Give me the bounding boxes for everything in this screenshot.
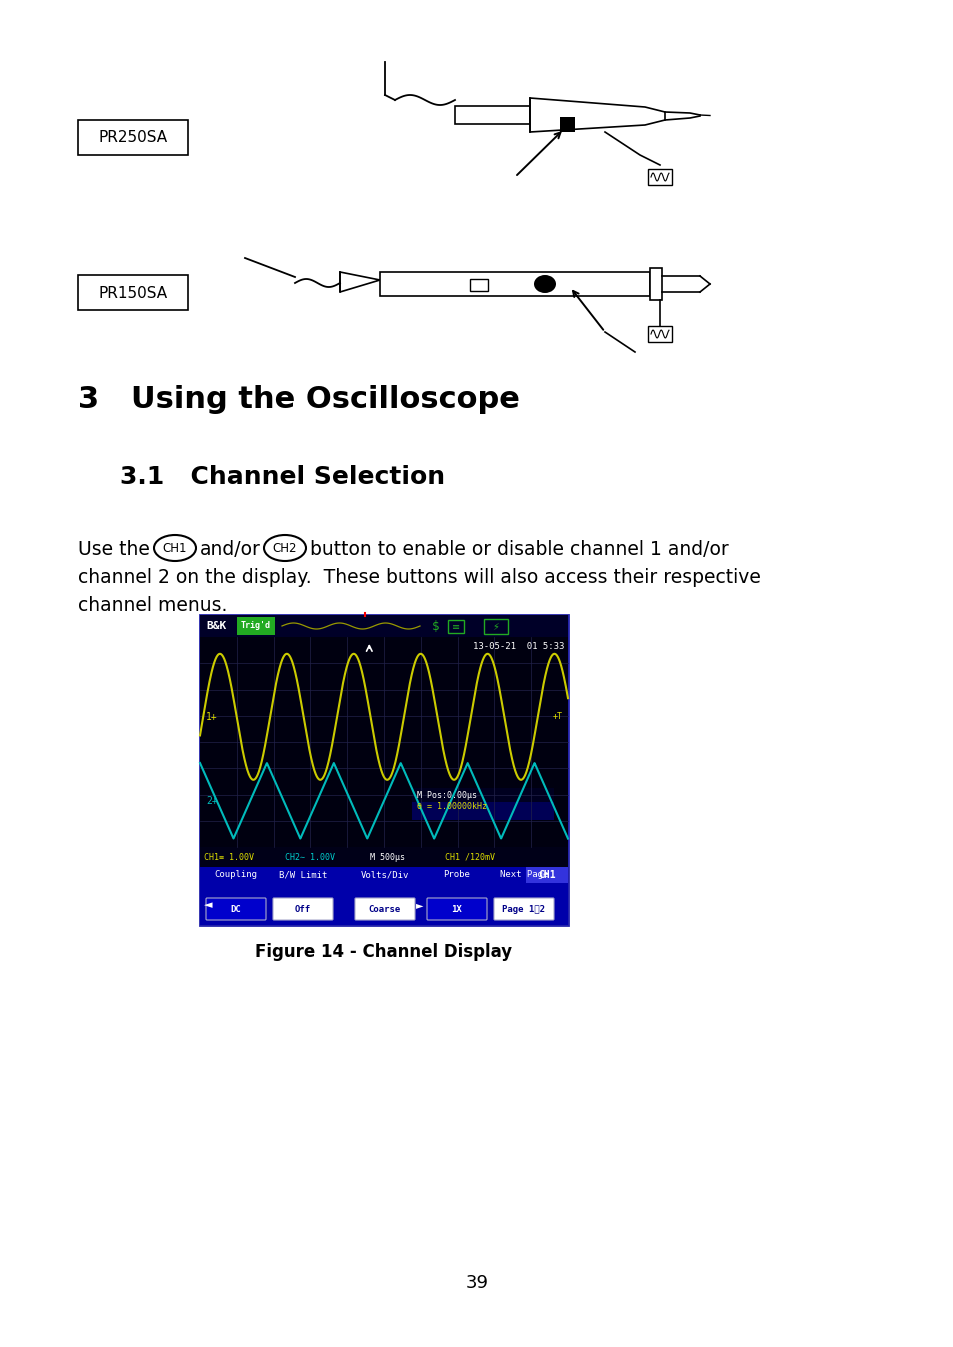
Text: M 500μs: M 500μs (370, 853, 405, 862)
Text: 13-05-21  01 5:33: 13-05-21 01 5:33 (472, 643, 563, 651)
Text: CH1≡ 1.00V: CH1≡ 1.00V (204, 853, 253, 862)
FancyBboxPatch shape (78, 275, 188, 310)
Text: and/or: and/or (200, 540, 260, 559)
FancyBboxPatch shape (200, 867, 567, 925)
FancyBboxPatch shape (470, 279, 488, 291)
FancyBboxPatch shape (200, 847, 567, 867)
FancyBboxPatch shape (200, 637, 567, 847)
Text: B/W Limit: B/W Limit (278, 870, 327, 880)
Text: 2+: 2+ (206, 796, 217, 806)
Text: Trig'd: Trig'd (241, 621, 271, 630)
FancyBboxPatch shape (455, 106, 530, 124)
Text: channel menus.: channel menus. (78, 595, 227, 616)
Text: Next Page: Next Page (499, 870, 548, 880)
FancyBboxPatch shape (412, 801, 554, 820)
Text: Coarse: Coarse (369, 904, 400, 913)
Ellipse shape (264, 535, 306, 560)
Text: $: $ (432, 620, 439, 633)
Text: 1+: 1+ (206, 711, 217, 722)
Text: ◄: ◄ (204, 900, 213, 909)
Text: channel 2 on the display.  These buttons will also access their respective: channel 2 on the display. These buttons … (78, 568, 760, 587)
FancyBboxPatch shape (78, 120, 188, 155)
Text: CH1 /120mV: CH1 /120mV (444, 853, 495, 862)
Text: 3.1   Channel Selection: 3.1 Channel Selection (120, 465, 445, 489)
Text: Coupling: Coupling (214, 870, 257, 880)
Text: ≡: ≡ (452, 622, 459, 632)
FancyBboxPatch shape (525, 867, 567, 884)
Text: M Pos:0.00μs: M Pos:0.00μs (416, 791, 476, 800)
Polygon shape (530, 98, 664, 132)
Text: PR150SA: PR150SA (98, 286, 168, 300)
FancyBboxPatch shape (206, 898, 266, 920)
Ellipse shape (153, 535, 195, 560)
Ellipse shape (534, 275, 556, 294)
FancyBboxPatch shape (236, 617, 274, 634)
Text: Volts/Div: Volts/Div (360, 870, 409, 880)
Text: PR250SA: PR250SA (98, 131, 168, 145)
Text: ►: ► (416, 900, 423, 909)
FancyBboxPatch shape (273, 898, 333, 920)
Text: Probe: Probe (443, 870, 470, 880)
FancyBboxPatch shape (448, 620, 463, 633)
Text: CH2∼ 1.00V: CH2∼ 1.00V (285, 853, 335, 862)
FancyBboxPatch shape (647, 326, 671, 342)
Text: CH1: CH1 (537, 870, 556, 880)
Text: 3   Using the Oscilloscope: 3 Using the Oscilloscope (78, 385, 519, 414)
FancyBboxPatch shape (200, 616, 567, 637)
FancyBboxPatch shape (494, 898, 554, 920)
FancyBboxPatch shape (412, 788, 554, 820)
Text: θ = 1.00000kHz: θ = 1.00000kHz (416, 801, 487, 811)
Polygon shape (339, 272, 379, 292)
Text: CH2: CH2 (273, 541, 297, 555)
FancyBboxPatch shape (200, 616, 567, 925)
Text: ⚡: ⚡ (492, 622, 499, 632)
Polygon shape (649, 268, 661, 300)
FancyBboxPatch shape (559, 117, 575, 132)
Text: B&K: B&K (206, 621, 226, 630)
Text: CH1: CH1 (163, 541, 187, 555)
FancyBboxPatch shape (379, 272, 649, 296)
FancyBboxPatch shape (427, 898, 486, 920)
Text: 1X: 1X (451, 904, 462, 913)
FancyBboxPatch shape (483, 620, 507, 634)
Text: button to enable or disable channel 1 and/or: button to enable or disable channel 1 an… (310, 540, 728, 559)
Text: Use the: Use the (78, 540, 150, 559)
Text: 39: 39 (465, 1274, 488, 1292)
FancyBboxPatch shape (355, 898, 415, 920)
FancyBboxPatch shape (647, 168, 671, 185)
Text: +T: +T (553, 713, 562, 721)
Text: Page 1⁄2: Page 1⁄2 (502, 904, 545, 913)
Text: DC: DC (231, 904, 241, 913)
Text: Off: Off (294, 904, 311, 913)
Text: Figure 14 - Channel Display: Figure 14 - Channel Display (255, 943, 512, 960)
